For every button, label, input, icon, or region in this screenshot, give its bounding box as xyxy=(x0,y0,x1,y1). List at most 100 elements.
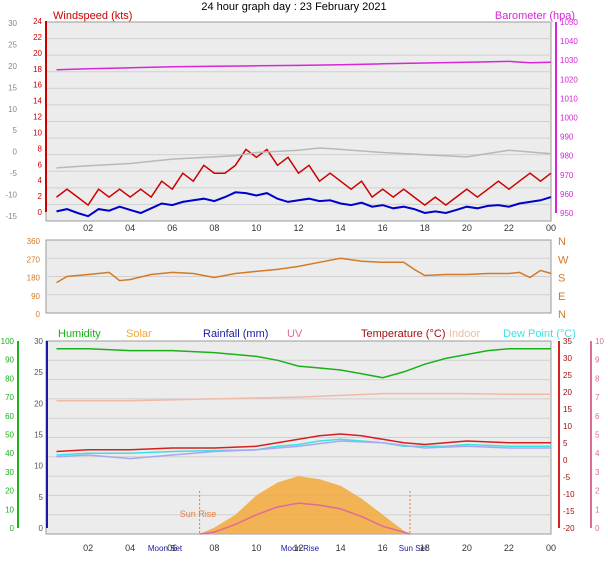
x-tick-label: 20 xyxy=(462,223,472,233)
direction-tick: 270 xyxy=(27,255,41,264)
barometer-axis-tick: 950 xyxy=(560,209,574,218)
x-tick-label: 08 xyxy=(209,543,219,553)
x-tick-label: 14 xyxy=(336,543,346,553)
outer-axis-tick: 20 xyxy=(8,62,17,71)
barometer-axis-tick: 1050 xyxy=(560,18,578,27)
legend-uv: UV xyxy=(287,328,303,340)
outer-axis-tick: -5 xyxy=(10,169,18,178)
x-tick-label: 22 xyxy=(504,543,514,553)
solar-axis-tick: 15 xyxy=(34,431,43,440)
windspeed-axis-tick: 10 xyxy=(33,128,42,137)
series-feels xyxy=(56,440,551,460)
x-tick-label: 00 xyxy=(546,223,556,233)
barometer-axis-tick: 1010 xyxy=(560,94,578,103)
x-tick-label: 16 xyxy=(378,223,388,233)
series-humidity xyxy=(56,347,551,379)
series-gray xyxy=(56,147,552,169)
uv-axis-tick: 0 xyxy=(595,524,600,533)
windspeed-axis-tick: 8 xyxy=(38,144,43,153)
windspeed-axis-tick: 18 xyxy=(33,65,42,74)
temperature-legend: Humidity Solar Rainfall (mm) UV Temperat… xyxy=(58,328,576,340)
sunrise-label: Sun Rise xyxy=(180,509,217,519)
outer-axis-tick: 25 xyxy=(8,40,17,49)
windspeed-axis-tick: 4 xyxy=(38,176,43,185)
uv-axis-tick: 7 xyxy=(595,393,600,402)
outer-axis-tick: -15 xyxy=(5,212,17,221)
series-temperature xyxy=(56,433,551,453)
humidity-axis-tick: 20 xyxy=(5,487,14,496)
barometer-axis-tick: 1020 xyxy=(560,75,578,84)
uv-axis-tick: 5 xyxy=(595,431,600,440)
barometer-axis-tick: 960 xyxy=(560,190,574,199)
barometer-label: Barometer (hpa) xyxy=(495,10,575,22)
outer-axis-tick: -10 xyxy=(5,191,17,200)
solar-axis-tick: 5 xyxy=(39,493,44,502)
temperature-axis-tick: 30 xyxy=(563,354,572,363)
x-tick-label: 18 xyxy=(420,223,430,233)
humidity-axis-tick: 100 xyxy=(1,337,15,346)
humidity-axis-tick: 50 xyxy=(5,431,14,440)
outer-axis-tick: 10 xyxy=(8,105,17,114)
direction-tick: 90 xyxy=(31,292,40,301)
temperature-axis-tick: -20 xyxy=(563,524,575,533)
temperature-axis-tick: 0 xyxy=(563,456,568,465)
barometer-axis-tick: 990 xyxy=(560,133,574,142)
series-solar xyxy=(199,476,410,534)
legend-indoor: Indoor xyxy=(449,328,481,340)
x-tick-label: 02 xyxy=(83,543,93,553)
windspeed-label: Windspeed (kts) xyxy=(53,10,132,22)
x-tick-label: 06 xyxy=(167,543,177,553)
uv-axis-tick: 4 xyxy=(595,449,600,458)
x-tick-label: 12 xyxy=(293,543,303,553)
temperature-axis-tick: -15 xyxy=(563,507,575,516)
uv-axis-tick: 6 xyxy=(595,412,600,421)
x-tick-label: 14 xyxy=(336,223,346,233)
uv-axis-tick: 1 xyxy=(595,505,600,514)
legend-temperature: Temperature (°C) xyxy=(361,328,445,340)
barometer-axis-tick: 1000 xyxy=(560,114,578,123)
windspeed-axis-tick: 14 xyxy=(33,97,42,106)
temperature-axis-tick: 20 xyxy=(563,388,572,397)
series-indoor xyxy=(56,392,551,402)
x-tick-label: 18 xyxy=(420,543,430,553)
uv-axis-tick: 3 xyxy=(595,468,600,477)
windspeed-axis-tick: 22 xyxy=(33,33,42,42)
windspeed-axis-tick: 24 xyxy=(33,17,42,26)
temperature-axis-tick: -10 xyxy=(563,490,575,499)
humidity-axis-tick: 40 xyxy=(5,449,14,458)
x-tick-label: 16 xyxy=(378,543,388,553)
outer-axis-tick: 30 xyxy=(8,19,17,28)
series-dew xyxy=(56,438,551,456)
series-gust xyxy=(56,148,552,207)
x-tick-label: 20 xyxy=(462,543,472,553)
chart-title: 24 hour graph day : 23 February 2021 xyxy=(201,1,386,13)
x-tick-label: 12 xyxy=(293,223,303,233)
windspeed-axis-tick: 6 xyxy=(38,160,43,169)
x-tick-label: 00 xyxy=(546,543,556,553)
windspeed-axis-tick: 0 xyxy=(38,208,43,217)
barometer-axis-tick: 970 xyxy=(560,171,574,180)
barometer-axis-tick: 1030 xyxy=(560,56,578,65)
compass-label: N xyxy=(558,309,566,321)
moonrise-label: Moon Rise xyxy=(281,544,320,553)
humidity-axis-tick: 80 xyxy=(5,374,14,383)
compass-label: E xyxy=(558,291,565,303)
direction-tick: 180 xyxy=(27,274,41,283)
solar-axis-tick: 0 xyxy=(39,524,44,533)
compass-label: W xyxy=(558,254,569,266)
solar-axis-tick: 20 xyxy=(34,399,43,408)
uv-axis-tick: 9 xyxy=(595,356,600,365)
x-tick-label: 04 xyxy=(125,223,135,233)
uv-axis-tick: 2 xyxy=(595,487,600,496)
solar-axis-tick: 10 xyxy=(34,462,43,471)
wind-plot: 242220181614121086420302520151050-5-10-1… xyxy=(5,17,578,233)
uv-axis-tick: 10 xyxy=(595,337,604,346)
compass-label: N xyxy=(558,236,566,248)
series-uv xyxy=(199,502,411,535)
moonset-label: Moon Set xyxy=(148,544,183,553)
uv-axis-tick: 8 xyxy=(595,374,600,383)
series-avg xyxy=(56,191,552,218)
temperature-axis-tick: -5 xyxy=(563,473,571,482)
